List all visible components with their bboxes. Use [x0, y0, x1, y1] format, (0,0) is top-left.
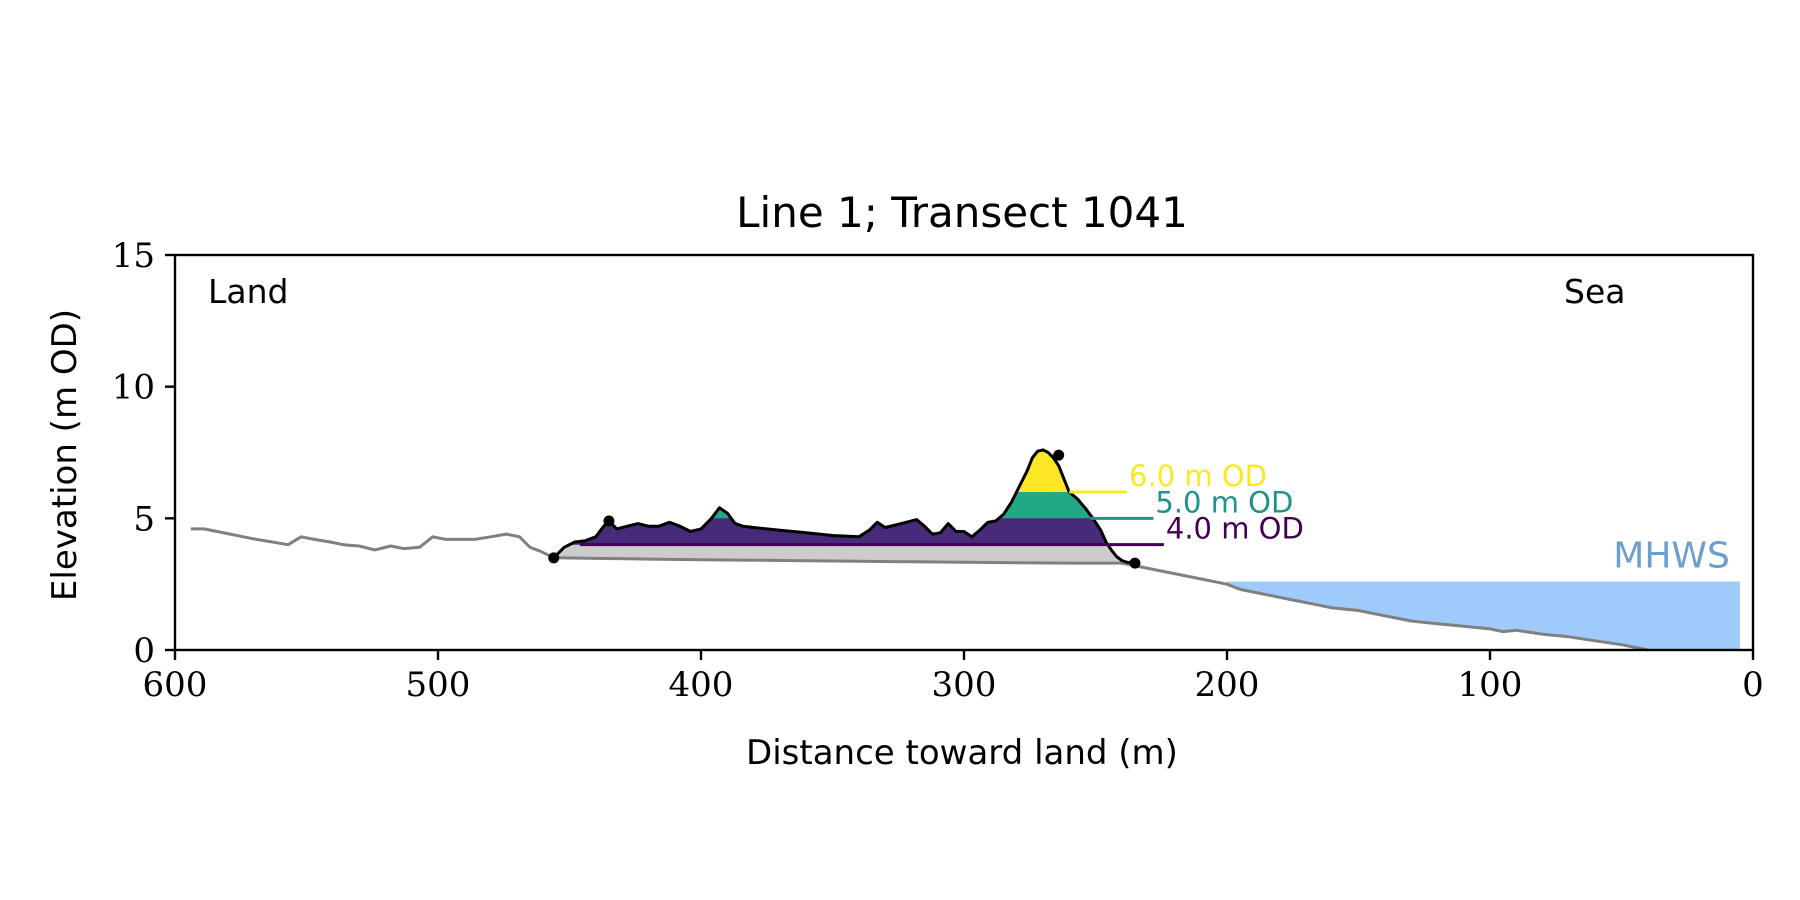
y-tick-label-0: 0 [133, 631, 155, 671]
y-tick-label-2: 10 [112, 368, 155, 408]
y-tick-label-3: 15 [112, 236, 155, 276]
chart-title: Line 1; Transect 1041 [736, 188, 1188, 237]
y-tick-label-1: 5 [133, 499, 155, 539]
dune-marker-1 [603, 515, 615, 527]
dune-marker-0 [548, 552, 560, 564]
mhws-label: MHWS [1613, 536, 1730, 577]
x-axis-ticks: 600 500 400 300 200 100 0 [143, 650, 1764, 705]
y-axis-ticks: 0 5 10 15 [112, 236, 175, 671]
level-label-0: 6.0 m OD [1129, 459, 1267, 493]
x-tick-label-1: 500 [406, 665, 471, 705]
dune-marker-3 [1129, 557, 1141, 569]
x-tick-label-6: 0 [1742, 665, 1764, 705]
x-axis-label: Distance toward land (m) [746, 733, 1178, 773]
y-axis-label: Elevation (m OD) [45, 309, 85, 601]
land-annotation: Land [208, 272, 288, 311]
dune-outline [552, 448, 1136, 565]
dune-marker-2 [1053, 449, 1065, 461]
x-tick-label-0: 600 [143, 665, 208, 705]
sea-annotation: Sea [1564, 272, 1625, 311]
x-tick-label-4: 200 [1195, 665, 1260, 705]
mhws-water-area [1227, 581, 1740, 650]
x-tick-label-2: 400 [669, 665, 734, 705]
beach-profile-line [190, 527, 1649, 652]
x-tick-label-3: 300 [932, 665, 997, 705]
dune-volume-above-6m [1016, 449, 1070, 492]
x-tick-label-5: 100 [1458, 665, 1523, 705]
level-label-2: 4.0 m OD [1166, 512, 1304, 546]
level-label-1: 5.0 m OD [1155, 485, 1293, 519]
dune-volume-above-5m [711, 449, 1093, 519]
plot-lines [190, 448, 1649, 652]
plot-labels: 6.0 m OD5.0 m OD4.0 m OD MHWS [1129, 459, 1730, 577]
